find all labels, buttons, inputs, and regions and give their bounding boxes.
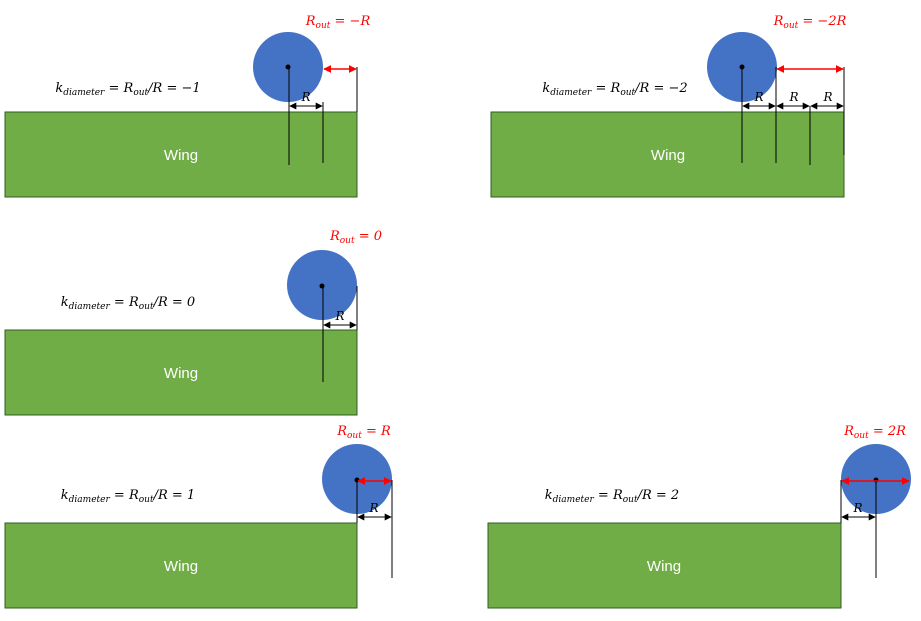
wing-label: Wing bbox=[164, 365, 198, 382]
k-formula: kdiameter = Rout/R = 0 bbox=[61, 295, 195, 312]
rout-label: Rout = 0 bbox=[329, 229, 382, 246]
rotor-hub bbox=[319, 283, 325, 289]
k-formula: kdiameter = Rout/R = −2 bbox=[542, 81, 687, 98]
rout-label: Rout = 2R bbox=[843, 424, 906, 441]
k-formula: kdiameter = Rout/R = 1 bbox=[61, 488, 195, 505]
wing-label: Wing bbox=[651, 147, 685, 164]
wing bbox=[487, 522, 842, 609]
r-dimension-label: R bbox=[788, 90, 798, 104]
r-dimension-label: R bbox=[822, 90, 832, 104]
panel-k-minus-1: Wing R Rout = −R kdiameter = Rout/R = −1 bbox=[4, 14, 371, 198]
panel-k-1: Wing R Rout = R kdiameter = Rout/R = 1 bbox=[4, 424, 393, 609]
wing-label: Wing bbox=[647, 558, 681, 575]
wing bbox=[4, 111, 358, 198]
r-dimension-label: R bbox=[334, 309, 344, 323]
wing bbox=[490, 111, 845, 198]
panel-k-0: Wing R Rout = 0 kdiameter = Rout/R = 0 bbox=[4, 229, 382, 416]
r-dimension-label: R bbox=[368, 501, 378, 515]
wing bbox=[4, 329, 358, 416]
panel-k-minus-2: Wing R R R Rout = −2R kdiameter = Rout/R… bbox=[490, 14, 847, 198]
k-formula: kdiameter = Rout/R = 2 bbox=[545, 488, 679, 505]
r-dimension-label: R bbox=[753, 90, 763, 104]
rout-label: Rout = R bbox=[336, 424, 391, 441]
wing-label: Wing bbox=[164, 558, 198, 575]
r-dimension-label: R bbox=[852, 501, 862, 515]
rout-label: Rout = −R bbox=[305, 14, 371, 31]
rotor-hub bbox=[285, 64, 291, 70]
r-dimension-label: R bbox=[300, 90, 310, 104]
wing bbox=[4, 522, 358, 609]
k-formula: kdiameter = Rout/R = −1 bbox=[55, 81, 200, 98]
wing-label: Wing bbox=[164, 147, 198, 164]
rout-label: Rout = −2R bbox=[773, 14, 847, 31]
panel-k-2: Wing R Rout = 2R kdiameter = Rout/R = 2 bbox=[487, 424, 911, 609]
